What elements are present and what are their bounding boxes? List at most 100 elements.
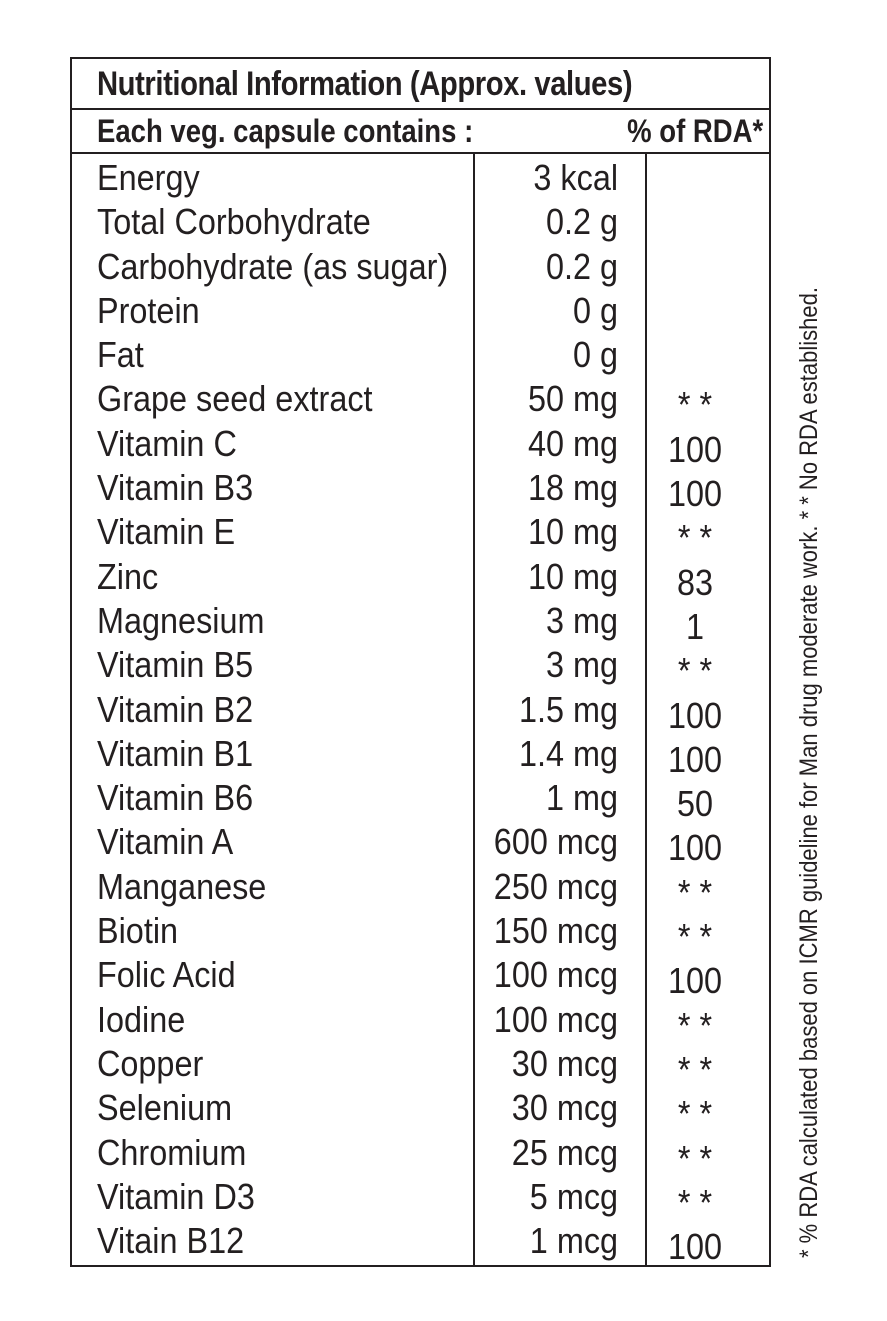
nutrient-amount: 250 mcg [493,865,618,907]
nutrient-amount: 40 mg [527,422,618,464]
nutrient-rda: * * [677,517,713,559]
nutrient-name: Vitamin B5 [97,644,254,686]
nutrient-amount: 30 mcg [511,1042,618,1084]
table-row: Vitamin C 40 mg 100 [72,422,769,470]
nutrient-name: Vitamin B6 [97,777,254,819]
nutrient-name: Magnesium [97,599,265,641]
nutrient-rows: Energy 3 kcal Total Corbohydrate 0.2 g Carbo… [72,156,769,1267]
table-row: Energy 3 kcal [72,156,769,200]
nutrient-name: Vitamin C [97,422,237,464]
table-row: Vitamin B6 1 mg 50 [72,776,769,824]
nutrient-rda: 100 [667,738,723,780]
nutrition-table: Nutritional Information (Approx. values)… [70,57,771,1267]
table-row: Vitamin B2 1.5 mg 100 [72,688,769,736]
table-row: Manganese 250 mcg * * [72,865,769,913]
nutrient-amount: 10 mg [527,511,618,553]
nutrient-rda: * * [677,650,713,692]
table-row: Protein 0 g [72,289,769,333]
table-row: Zinc 10 mg 83 [72,555,769,603]
nutrient-name: Selenium [97,1087,233,1129]
nutrient-amount: 50 mg [527,378,618,420]
nutrient-rda: * * [677,1181,713,1223]
nutrient-amount: 5 mcg [529,1175,618,1217]
nutrient-name: Biotin [97,910,179,952]
nutrient-name: Grape seed extract [97,378,373,420]
nutrient-name: Energy [97,157,200,198]
nutrient-rda: 100 [667,960,723,1002]
table-row: Vitamin A 600 mcg 100 [72,820,769,868]
nutrient-name: Copper [97,1042,204,1084]
table-row: Iodine 100 mcg * * [72,998,769,1046]
table-title: Nutritional Information (Approx. values) [97,65,633,103]
nutrient-name: Protein [97,289,200,331]
rda-footnote-text: * % RDA calculated based on ICMR guideli… [795,287,823,1258]
table-row: Vitamin E 10 mg * * [72,510,769,558]
nutrient-rda: * * [677,1048,713,1090]
rda-column-header: % of RDA* [626,113,763,149]
nutrient-amount: 1.5 mg [518,688,618,730]
nutrient-rda: 100 [667,694,723,736]
nutrient-amount: 1.4 mg [518,732,618,774]
table-row: Biotin 150 mcg * * [72,909,769,957]
nutrient-rda: * * [677,384,713,426]
nutrient-amount: 1 mcg [529,1220,618,1262]
nutrient-name: Vitamin B3 [97,467,254,509]
table-row: Selenium 30 mcg * * [72,1086,769,1134]
nutrient-amount: 3 kcal [533,157,618,198]
nutrient-amount: 0.2 g [545,245,618,287]
nutrient-amount: 18 mg [527,467,618,509]
nutrient-rda: 100 [667,473,723,515]
nutrient-name: Vitamin B2 [97,688,254,730]
nutrient-name: Vitamin E [97,511,236,553]
nutrient-name: Chromium [97,1131,247,1173]
nutrient-rda: * * [677,1004,713,1046]
column-divider-rda [645,154,647,1265]
serving-label: Each veg. capsule contains : [97,113,474,149]
nutrient-rda: 50 [676,783,714,825]
nutrient-amount: 0 g [572,289,618,331]
nutrient-amount: 25 mcg [511,1131,618,1173]
nutrient-amount: 3 mg [545,644,618,686]
nutrient-amount: 10 mg [527,555,618,597]
nutrient-name: Zinc [97,555,159,597]
nutrient-name: Manganese [97,865,267,907]
nutrient-amount: 600 mcg [493,821,618,863]
table-row: Vitain B12 1 mcg 100 [72,1219,769,1267]
table-row: Grape seed extract 50 mg * * [72,377,769,425]
nutrient-amount: 0 g [572,334,618,376]
nutrient-name: Vitamin D3 [97,1175,255,1217]
nutrient-amount: 0.2 g [545,201,618,243]
nutrient-rda: 100 [667,428,723,470]
column-divider-amount [473,154,475,1265]
nutrient-name: Vitamin A [97,821,234,863]
table-row: Carbohydrate (as sugar) 0.2 g [72,245,769,289]
rda-footnote: * % RDA calculated based on ICMR guideli… [794,218,824,1258]
nutrient-rda: * * [677,1137,713,1179]
nutrient-name: Vitamin B1 [97,732,254,774]
nutrient-rda: 83 [676,561,714,603]
nutrient-amount: 100 mcg [493,998,618,1040]
nutrient-name: Total Corbohydrate [97,201,371,243]
table-row: Magnesium 3 mg 1 [72,599,769,647]
table-row: Total Corbohydrate 0.2 g [72,200,769,244]
nutrient-amount: 100 mcg [493,954,618,996]
nutrient-rda: 1 [685,605,705,647]
table-title-row: Nutritional Information (Approx. values) [72,59,769,110]
nutrient-amount: 1 mg [545,777,618,819]
table-row: Vitamin D3 5 mcg * * [72,1175,769,1223]
nutrient-amount: 3 mg [545,599,618,641]
nutrient-name: Folic Acid [97,954,236,996]
table-row: Vitamin B1 1.4 mg 100 [72,732,769,780]
table-row: Vitamin B3 18 mg 100 [72,466,769,514]
nutrient-rda: * * [677,916,713,958]
table-row: Folic Acid 100 mcg 100 [72,953,769,1001]
nutrient-name: Iodine [97,998,186,1040]
table-row: Chromium 25 mcg * * [72,1131,769,1179]
table-row: Fat 0 g [72,333,769,377]
nutrient-rda: * * [677,871,713,913]
nutrient-rda: 100 [667,1226,723,1268]
table-row: Vitamin B5 3 mg * * [72,643,769,691]
nutrient-amount: 30 mcg [511,1087,618,1129]
nutrient-amount: 150 mcg [493,910,618,952]
table-subheader-row: Each veg. capsule contains : % of RDA* [72,110,769,154]
